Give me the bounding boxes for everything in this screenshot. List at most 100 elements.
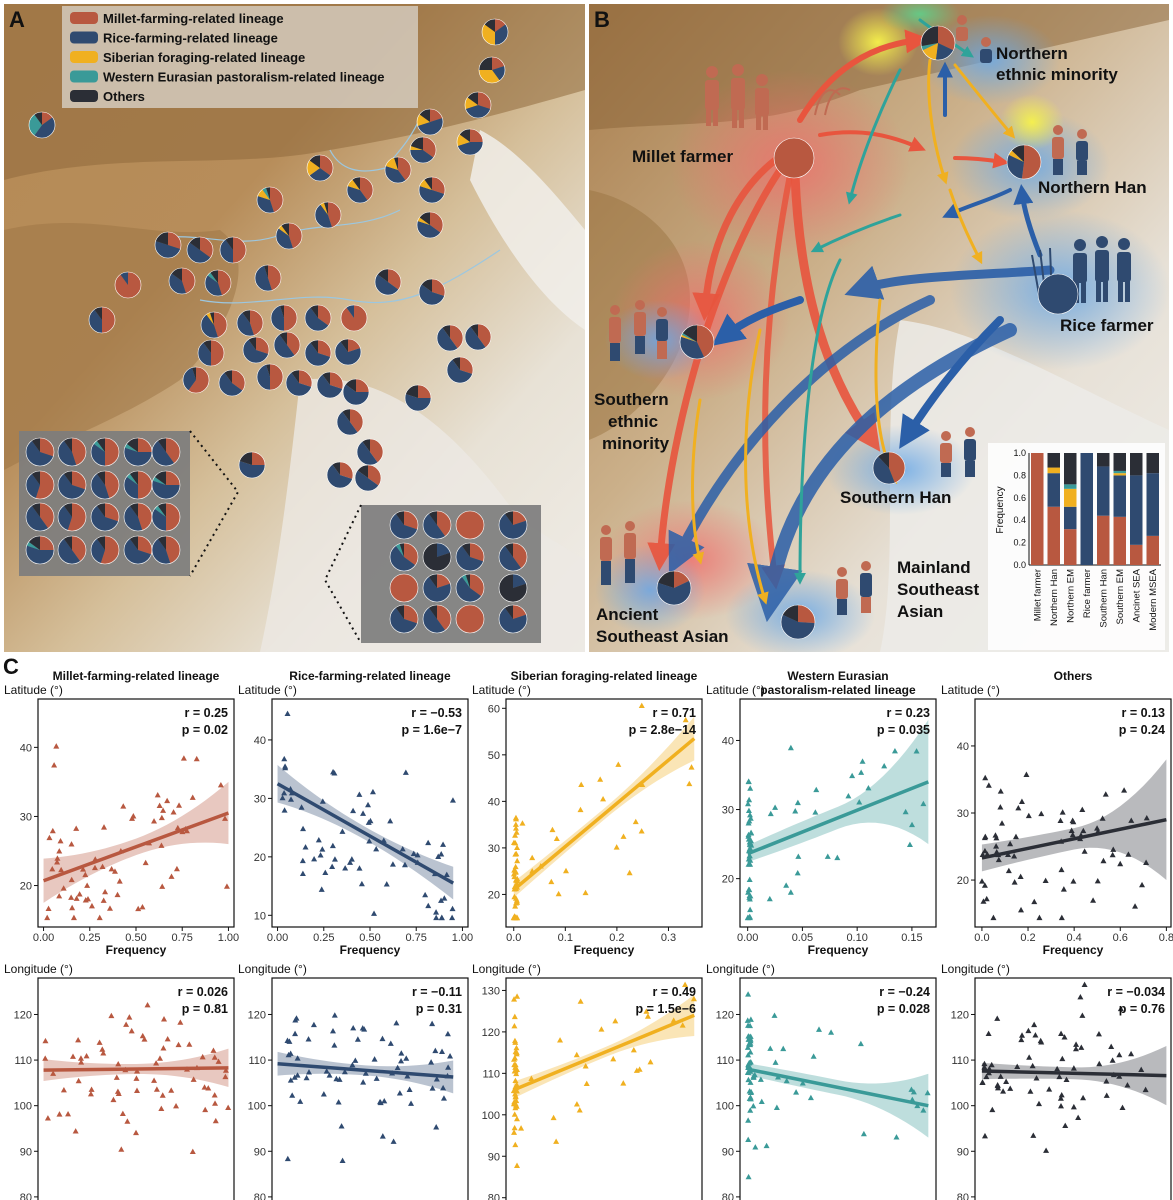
data-point: [170, 809, 177, 815]
data-point: [997, 804, 1004, 810]
data-point: [1031, 1021, 1038, 1028]
data-point: [369, 788, 376, 795]
data-point: [189, 1148, 196, 1155]
pie-slice: [375, 274, 399, 295]
pie-chart: [656, 570, 692, 606]
pie-outline: [314, 201, 342, 229]
data-point: [87, 1091, 94, 1097]
pie-slice: [263, 265, 268, 278]
data-point: [746, 886, 753, 893]
pie-slice: [398, 157, 412, 181]
pie-slice: [781, 614, 815, 640]
data-point: [690, 995, 697, 1002]
data-point: [510, 1087, 517, 1094]
pie-chart: [416, 108, 444, 136]
scatter-frame: [505, 977, 703, 1200]
pie-slice: [499, 574, 527, 602]
data-point: [311, 855, 318, 862]
data-point: [110, 1096, 117, 1103]
pie-outline: [25, 437, 55, 467]
data-point: [410, 850, 417, 856]
data-point: [990, 914, 997, 921]
y-tick-label: 120: [14, 1009, 32, 1021]
pie-slice: [504, 543, 513, 557]
data-point: [78, 1059, 85, 1065]
x-tick-label: 1.00: [218, 932, 239, 944]
scatter-xlabel: Frequency: [808, 943, 869, 957]
pie-slice: [91, 505, 119, 531]
data-point: [433, 1076, 440, 1082]
data-point: [212, 1117, 219, 1124]
pie-slice: [465, 97, 478, 110]
x-tick-label: 0.75: [172, 932, 193, 944]
pie-chart: [254, 264, 282, 292]
pie-chart: [340, 304, 368, 332]
data-point: [1031, 898, 1038, 905]
pie-slice: [236, 312, 255, 337]
data-point: [610, 1055, 617, 1062]
data-point: [443, 871, 450, 877]
pie-slice: [682, 325, 697, 342]
legend-label: Millet-farming-related lineage: [103, 11, 284, 26]
pie-outline: [151, 535, 181, 565]
pie-slice: [157, 503, 166, 517]
pie-slice: [40, 536, 54, 550]
data-point: [202, 1106, 209, 1113]
inset-bar-segment: [1146, 453, 1159, 474]
data-point: [215, 1058, 222, 1064]
pie-slice: [279, 305, 284, 318]
x-tick-label: 0.2: [1020, 932, 1035, 944]
stat-p: p = 1.6e−7: [402, 723, 463, 737]
pie-slice: [166, 438, 181, 464]
pie-outline: [340, 304, 368, 332]
pie-slice: [219, 372, 243, 396]
data-point: [322, 869, 329, 875]
data-point: [828, 1029, 835, 1035]
data-point: [745, 807, 752, 814]
data-point: [285, 1051, 292, 1058]
data-point: [438, 914, 445, 921]
pie-slice: [31, 471, 40, 485]
scatter-title-line2: pastoralism-related lineage: [760, 683, 916, 697]
y-tick-label: 40: [957, 741, 969, 753]
data-point: [598, 1026, 605, 1032]
data-point: [91, 864, 98, 871]
data-point: [438, 897, 445, 903]
pie-slice: [191, 367, 196, 380]
y-tick-label: 120: [716, 1009, 734, 1021]
pie-chart: [304, 339, 332, 367]
data-point: [557, 1037, 564, 1043]
data-point: [335, 1099, 342, 1105]
data-point: [433, 909, 440, 915]
data-point: [60, 1086, 67, 1093]
y-tick-label: 120: [248, 1009, 266, 1021]
data-point: [99, 863, 106, 870]
data-point: [997, 788, 1004, 794]
pie-slice: [499, 545, 522, 571]
pie-slice: [233, 237, 246, 263]
data-point: [746, 894, 753, 900]
data-point: [44, 914, 51, 921]
label-northern-em-1: Northern: [996, 44, 1068, 63]
data-point: [144, 1001, 151, 1008]
pie-chart: [389, 573, 419, 603]
data-point: [514, 844, 521, 850]
data-point: [993, 843, 1000, 849]
pie-chart: [920, 25, 956, 61]
data-point: [613, 844, 620, 850]
pie-outline: [418, 278, 446, 306]
inset-bar-segment: [1064, 484, 1077, 489]
data-point: [519, 820, 526, 826]
data-point: [367, 817, 374, 824]
x-tick-label: 0.1: [558, 932, 573, 944]
data-point: [284, 710, 291, 716]
y-tick-label: 120: [951, 1009, 969, 1021]
scatter-xlabel: Frequency: [106, 943, 167, 957]
pie-slice: [390, 574, 418, 602]
data-point: [225, 1104, 232, 1111]
label-southern-em-1: Southern: [594, 390, 669, 409]
data-point: [114, 1088, 121, 1094]
pie-slice: [456, 605, 484, 633]
data-point: [780, 1045, 787, 1052]
